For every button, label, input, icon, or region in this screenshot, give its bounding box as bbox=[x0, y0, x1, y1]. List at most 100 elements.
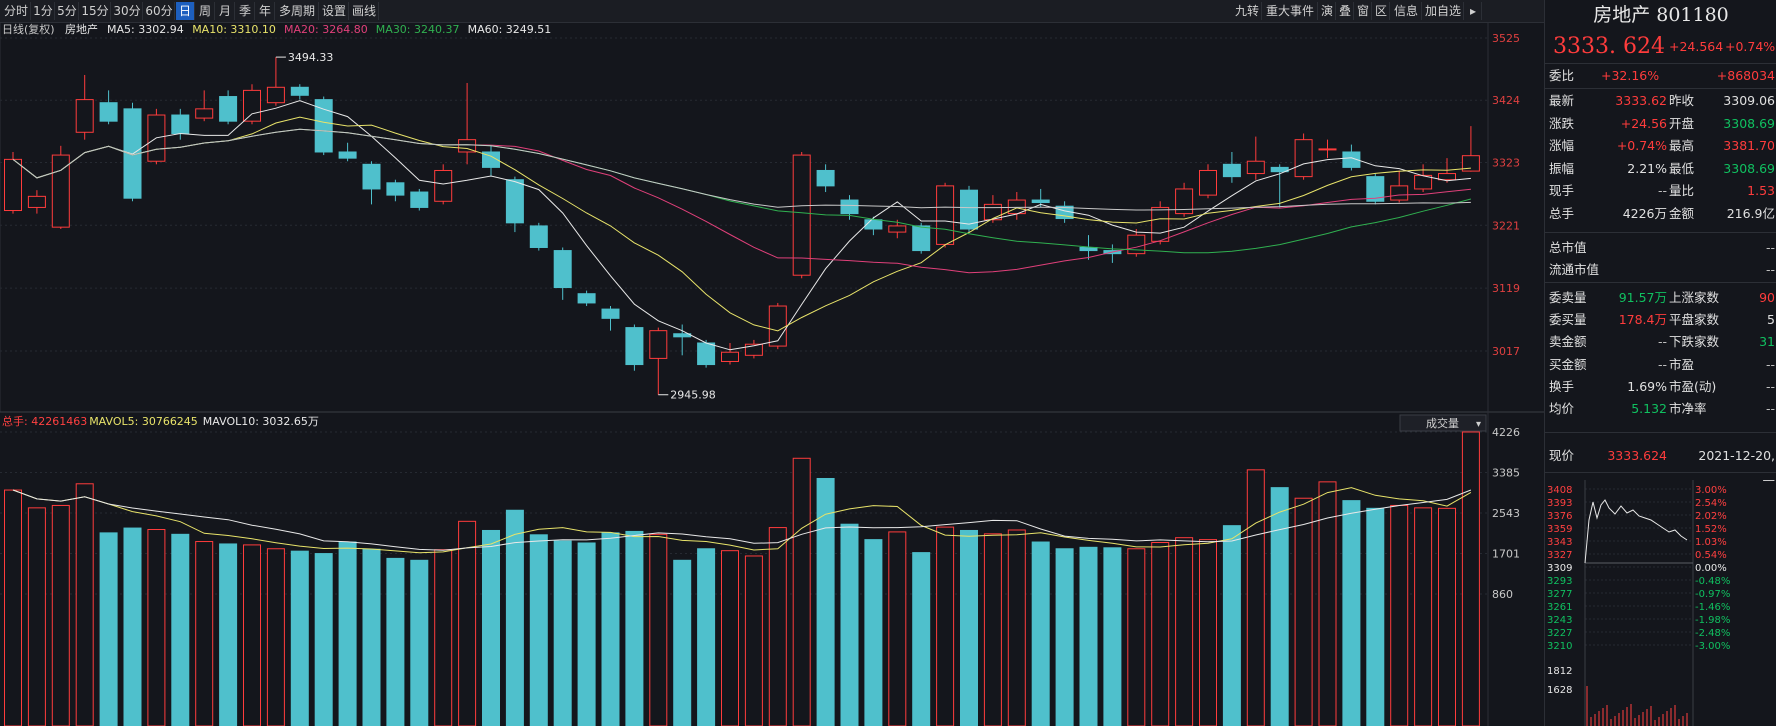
field-label: 总市值 bbox=[1549, 240, 1587, 255]
intraday-mini-chart[interactable]: 3408 3393 3376 3359 3343 3327 3309 3293 3277 3261… bbox=[1545, 480, 1776, 726]
candle-body bbox=[1246, 160, 1265, 175]
tool-button-1[interactable]: 重大事件 bbox=[1263, 2, 1318, 20]
candle-body bbox=[792, 154, 811, 276]
index-title: 房地产 801180 bbox=[1593, 4, 1729, 26]
volume-bar bbox=[386, 557, 405, 726]
field-label: 振幅 bbox=[1549, 160, 1575, 176]
mini-left-label: 3376 bbox=[1547, 511, 1572, 522]
candle-body bbox=[1270, 166, 1289, 173]
candle-body bbox=[171, 114, 190, 135]
field-value: +24.56 bbox=[1620, 115, 1667, 131]
period-toolbar: 分时 1分 5分 15分 30分 60分日周月季年多周期 设置 画线 九转 重大事件演叠窗区信息加… bbox=[0, 0, 1544, 23]
candle-body bbox=[888, 225, 907, 233]
field-value: 90 bbox=[1759, 290, 1775, 305]
candle-body bbox=[1318, 148, 1337, 151]
mini-right-label: 0.00% bbox=[1695, 563, 1727, 574]
price-axis-label: 3221 bbox=[1492, 219, 1520, 232]
period-tab-13[interactable]: 画线 bbox=[350, 2, 379, 20]
candle-body bbox=[51, 154, 70, 228]
volume-bar bbox=[1151, 542, 1170, 726]
mini-right-label: -2.48% bbox=[1695, 628, 1730, 639]
volume-bar bbox=[410, 559, 429, 726]
candle-body bbox=[529, 225, 548, 248]
period-tab-3[interactable]: 15分 bbox=[80, 2, 111, 20]
rows3-row: 委卖量 91.57万 上涨家数 90 bbox=[1545, 286, 1776, 310]
field-label: 金额 bbox=[1669, 205, 1695, 221]
mini-left-label: 3227 bbox=[1547, 628, 1572, 639]
period-tab-2[interactable]: 5分 bbox=[56, 2, 79, 20]
tool-button-4[interactable]: 窗 bbox=[1355, 2, 1372, 20]
volume-bar bbox=[1438, 507, 1456, 726]
field-label: 上涨家数 bbox=[1669, 290, 1720, 305]
field-value: 4226万 bbox=[1622, 205, 1667, 221]
tool-button-5[interactable]: 区 bbox=[1373, 2, 1390, 20]
price-axis-label: 3017 bbox=[1492, 345, 1520, 358]
period-tab-6[interactable]: 日 bbox=[176, 2, 195, 20]
mini-left-label: 3243 bbox=[1547, 615, 1572, 626]
volume-bar bbox=[1222, 525, 1241, 726]
period-tab-0[interactable]: 分时 bbox=[2, 2, 31, 20]
volume-bar bbox=[721, 550, 739, 726]
mini-left-label: 3393 bbox=[1547, 498, 1572, 509]
candle-body bbox=[912, 225, 931, 252]
field-label: 市净率 bbox=[1669, 401, 1707, 416]
period-tab-11[interactable]: 多周期 bbox=[276, 2, 319, 20]
candle-body bbox=[434, 169, 453, 202]
rows3-row: 委买量 178.4万 平盘家数 5 bbox=[1545, 308, 1776, 332]
candle-body bbox=[243, 89, 261, 122]
tool-button-3[interactable]: 叠 bbox=[1337, 2, 1354, 20]
period-tab-10[interactable]: 年 bbox=[256, 2, 275, 20]
field-label: 市盈 bbox=[1669, 356, 1695, 372]
candle-body bbox=[410, 191, 429, 208]
field-label: 流通市值 bbox=[1549, 262, 1600, 277]
field-value: 216.9亿 bbox=[1726, 205, 1775, 221]
volume-bar bbox=[1031, 541, 1050, 726]
candle-body bbox=[1175, 188, 1194, 215]
mini-right-label: -0.97% bbox=[1695, 589, 1730, 600]
candle-body bbox=[1294, 139, 1313, 178]
tool-button-6[interactable]: 信息 bbox=[1391, 2, 1422, 20]
volume-bar bbox=[27, 507, 46, 726]
volume-bar bbox=[816, 477, 835, 726]
volume-bar bbox=[888, 531, 907, 726]
volume-bar bbox=[1294, 497, 1313, 726]
volume-bar bbox=[219, 543, 238, 726]
mini-right-label: -3.00% bbox=[1695, 641, 1730, 652]
candle-body bbox=[75, 99, 94, 133]
field-value: +0.74% bbox=[1616, 138, 1667, 153]
candle-body bbox=[99, 102, 118, 122]
period-tab-12[interactable]: 设置 bbox=[320, 2, 349, 20]
period-tab-8[interactable]: 月 bbox=[216, 2, 235, 20]
price-axis-label: 3119 bbox=[1492, 282, 1520, 295]
volume-bar bbox=[1390, 504, 1409, 726]
volume-bar bbox=[912, 552, 931, 726]
period-tab-7[interactable]: 周 bbox=[196, 2, 215, 20]
field-value: -- bbox=[1765, 240, 1775, 255]
rows3-row: 买金额 -- 市盈 -- bbox=[1545, 353, 1776, 377]
tool-button-7[interactable]: 加自选 bbox=[1423, 2, 1464, 20]
period-tab-5[interactable]: 60分 bbox=[144, 2, 175, 20]
field-value: 5 bbox=[1767, 312, 1775, 328]
volume-bar bbox=[362, 548, 381, 726]
period-tab-9[interactable]: 季 bbox=[236, 2, 255, 20]
ma-line-5 bbox=[12, 100, 1471, 351]
expand-icon[interactable]: ▸ bbox=[1465, 2, 1482, 20]
period-tab-4[interactable]: 30分 bbox=[112, 2, 143, 20]
rows-row: 最新 3333.62 昨收 3309.06 bbox=[1545, 89, 1776, 113]
rows-row: 振幅 2.21% 最低 3308.69 bbox=[1545, 157, 1776, 181]
volume-bar bbox=[983, 533, 1002, 726]
tool-button-2[interactable]: 演 bbox=[1319, 2, 1336, 20]
volume-bar bbox=[51, 504, 70, 726]
mini-left-label: 3261 bbox=[1547, 602, 1572, 613]
volume-bar bbox=[458, 520, 477, 726]
field-value: 5.132 bbox=[1631, 401, 1667, 416]
tool-button-0[interactable]: 九转 bbox=[1233, 2, 1262, 20]
period-tab-1[interactable]: 1分 bbox=[32, 2, 55, 20]
field-label: 涨幅 bbox=[1549, 138, 1575, 153]
field-label: 换手 bbox=[1549, 378, 1575, 394]
kline-chart[interactable]: 3525 3424 3323 3221 3119 3017 4226 3385 2543 1701… bbox=[0, 22, 1544, 726]
field-value: -- bbox=[1765, 262, 1775, 277]
volume-bar bbox=[147, 529, 166, 726]
volume-bar bbox=[314, 553, 333, 726]
mini-right-label: 2.02% bbox=[1695, 511, 1727, 522]
